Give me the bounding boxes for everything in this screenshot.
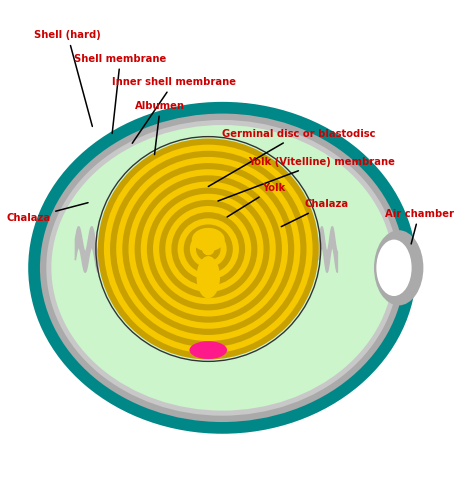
Ellipse shape (172, 212, 245, 286)
Ellipse shape (110, 151, 307, 347)
Text: Chalaza: Chalaza (6, 203, 88, 224)
Ellipse shape (196, 237, 220, 261)
Ellipse shape (178, 218, 239, 280)
Ellipse shape (190, 231, 227, 267)
Ellipse shape (141, 181, 276, 317)
Ellipse shape (147, 188, 270, 310)
Ellipse shape (29, 103, 415, 432)
Ellipse shape (197, 256, 220, 298)
Ellipse shape (153, 194, 264, 304)
Text: Yolk: Yolk (227, 183, 286, 217)
Ellipse shape (122, 163, 294, 335)
Ellipse shape (40, 114, 405, 422)
Ellipse shape (46, 120, 399, 416)
Text: Yolk (Vitelline) membrane: Yolk (Vitelline) membrane (218, 157, 395, 201)
Text: Germinal disc or blastodisc: Germinal disc or blastodisc (208, 129, 376, 186)
Ellipse shape (98, 138, 319, 360)
Ellipse shape (135, 175, 282, 323)
Ellipse shape (202, 243, 214, 255)
Ellipse shape (159, 200, 257, 298)
Ellipse shape (374, 230, 423, 305)
Ellipse shape (192, 228, 225, 251)
Ellipse shape (376, 240, 411, 296)
Ellipse shape (104, 144, 313, 354)
Ellipse shape (165, 206, 251, 292)
Text: Inner shell membrane: Inner shell membrane (112, 77, 236, 143)
Text: Shell membrane: Shell membrane (74, 54, 166, 133)
Text: Chalaza: Chalaza (281, 199, 349, 227)
Text: Shell (hard): Shell (hard) (34, 30, 101, 126)
Ellipse shape (184, 225, 233, 273)
Ellipse shape (190, 341, 227, 359)
Text: Albumen: Albumen (136, 101, 185, 154)
Ellipse shape (128, 169, 288, 329)
Ellipse shape (116, 157, 301, 341)
Text: Air chamber: Air chamber (384, 209, 454, 244)
Ellipse shape (202, 243, 214, 255)
Ellipse shape (51, 125, 393, 411)
